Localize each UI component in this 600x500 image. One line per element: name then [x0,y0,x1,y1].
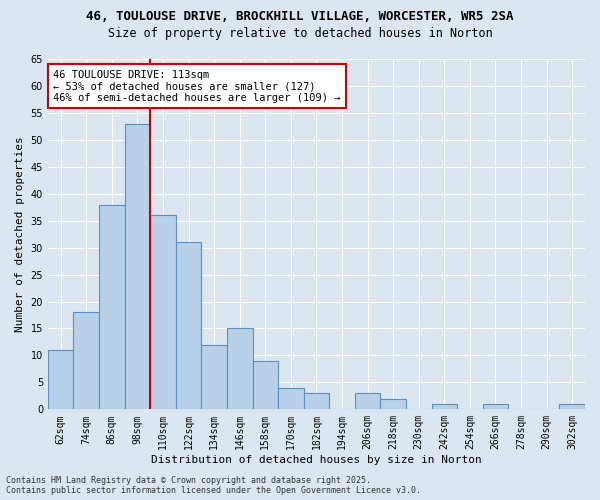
Bar [431,404,457,409]
Text: 46, TOULOUSE DRIVE, BROCKHILL VILLAGE, WORCESTER, WR5 2SA: 46, TOULOUSE DRIVE, BROCKHILL VILLAGE, W… [86,10,514,23]
Bar [278,388,304,409]
Bar [380,398,406,409]
Bar [176,242,202,410]
Bar [125,124,150,410]
Bar [202,344,227,410]
Bar [355,393,380,409]
Bar [73,312,99,410]
Bar [253,361,278,410]
Text: Contains HM Land Registry data © Crown copyright and database right 2025.
Contai: Contains HM Land Registry data © Crown c… [6,476,421,495]
Bar [482,404,508,409]
Bar [48,350,73,410]
Y-axis label: Number of detached properties: Number of detached properties [15,136,25,332]
Bar [150,216,176,410]
Bar [227,328,253,409]
Bar [304,393,329,409]
X-axis label: Distribution of detached houses by size in Norton: Distribution of detached houses by size … [151,455,482,465]
Bar [559,404,585,409]
Text: 46 TOULOUSE DRIVE: 113sqm
← 53% of detached houses are smaller (127)
46% of semi: 46 TOULOUSE DRIVE: 113sqm ← 53% of detac… [53,70,341,102]
Text: Size of property relative to detached houses in Norton: Size of property relative to detached ho… [107,28,493,40]
Bar [99,204,125,410]
